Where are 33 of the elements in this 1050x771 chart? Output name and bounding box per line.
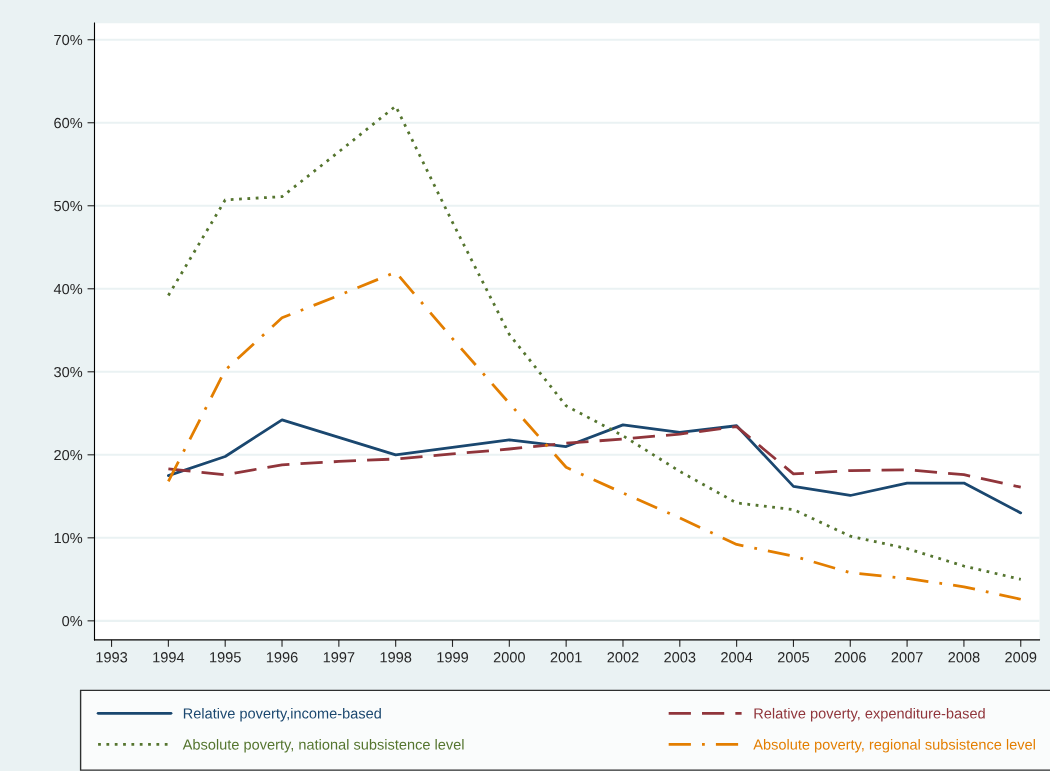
text: Absolute poverty, national subsistence level — [182, 738, 464, 753]
text: Relative poverty,income-based — [183, 707, 381, 722]
x-tick-label: 2003 — [664, 652, 696, 663]
x-tick-label: 2000 — [493, 652, 525, 663]
x-tick-label: 1994 — [153, 652, 185, 663]
x-tick-label: 2002 — [607, 652, 639, 663]
line-series — [166, 104, 1023, 581]
line-series — [166, 418, 1023, 515]
y-tick-label: 30% — [54, 366, 83, 378]
x-tick-label: 2008 — [948, 652, 980, 663]
x-tick-label: 2001 — [550, 652, 582, 663]
y-tick-label: 0% — [62, 615, 83, 627]
x-tick-label: 1997 — [323, 652, 355, 663]
y-tick-label: 20% — [54, 449, 83, 461]
y-tick-label: 70% — [54, 34, 83, 46]
y-tick-label: 60% — [54, 117, 83, 129]
x-tick-label: 1999 — [437, 652, 469, 663]
x-tick-label: 2009 — [1005, 652, 1037, 663]
x-tick-label: 1993 — [96, 652, 128, 663]
x-tick-label: 2007 — [891, 652, 923, 663]
line-series — [166, 425, 1023, 489]
y-tick-label: 50% — [54, 200, 83, 212]
x-tick-label: 2005 — [777, 652, 810, 663]
x-tick-label: 1998 — [380, 652, 412, 663]
y-tick-label: 40% — [53, 283, 83, 295]
x-tick-label: 2004 — [721, 652, 753, 663]
x-tick-label: 2006 — [834, 652, 866, 663]
text: Relative poverty, expenditure-based — [754, 707, 985, 722]
text: Absolute poverty, regional subsistence level — [753, 738, 1035, 753]
x-tick-label: 1996 — [266, 652, 298, 663]
y-tick-label: 10% — [54, 532, 83, 544]
x-tick-label: 1995 — [210, 652, 241, 663]
line-series — [166, 270, 1023, 601]
